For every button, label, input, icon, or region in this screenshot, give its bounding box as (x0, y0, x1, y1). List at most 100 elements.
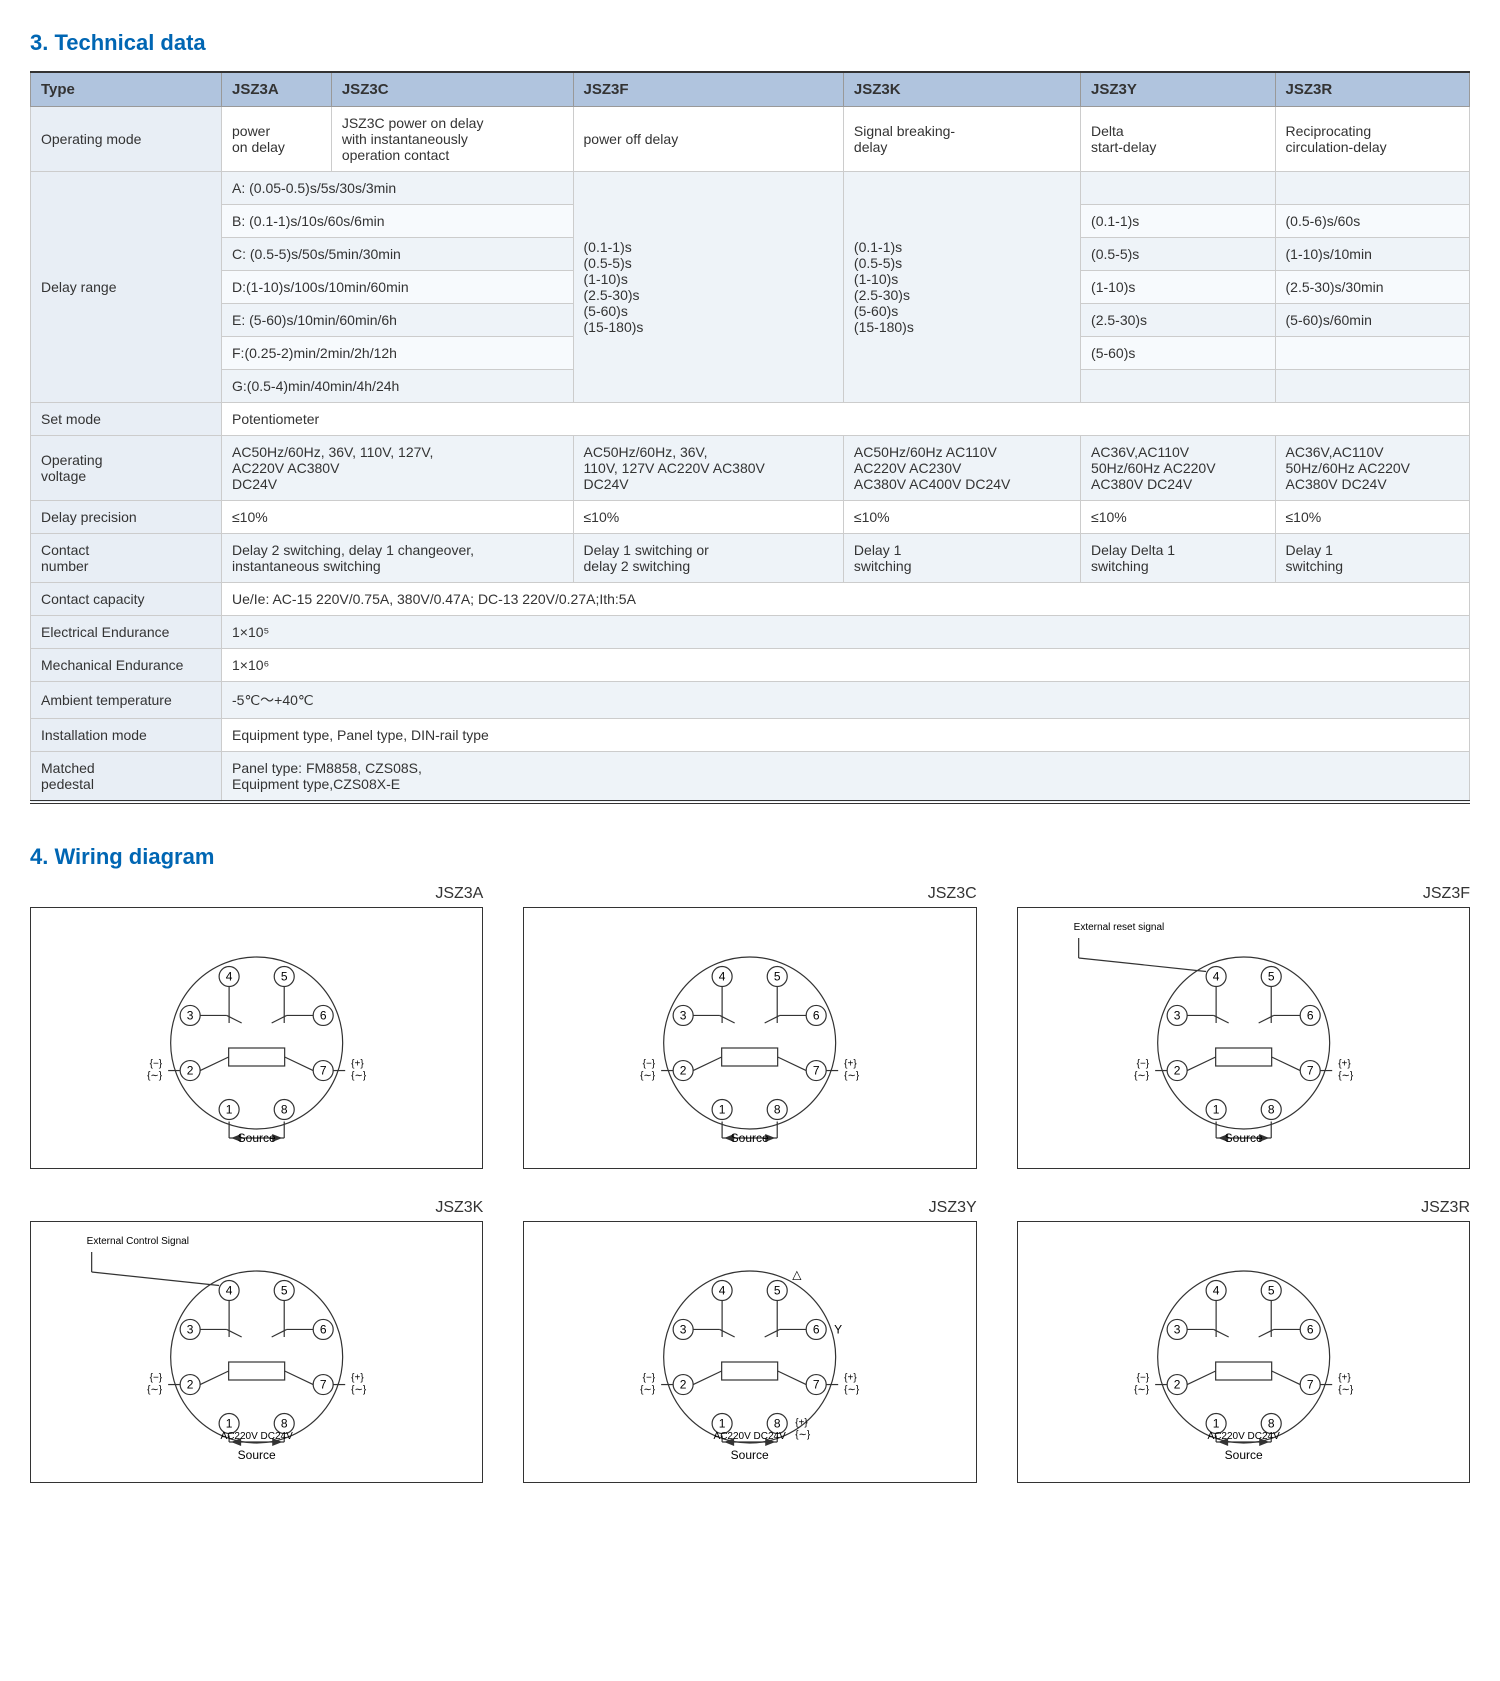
svg-text:8: 8 (774, 1417, 781, 1431)
cell: (1-10)s (1081, 271, 1275, 304)
cell: AC36V,AC110V 50Hz/60Hz AC220V AC380V DC2… (1275, 436, 1470, 501)
cell: B: (0.1-1)s/10s/60s/6min (222, 205, 574, 238)
wiring-diagram-jsz3a: JSZ3A 12345678 {−} {∼} {+} {∼} Source (30, 885, 483, 1169)
svg-text:3: 3 (1173, 1322, 1180, 1336)
wiring-diagram-jsz3y: JSZ3Y 12345678 {−} {∼} {+} {∼} AC220V DC… (523, 1199, 976, 1483)
svg-text:4: 4 (226, 1283, 233, 1297)
wiring-diagram-jsz3k: JSZ3K 12345678 {−} {∼} {+} {∼} AC220V DC… (30, 1199, 483, 1483)
svg-text:3: 3 (187, 1008, 194, 1022)
svg-text:7: 7 (813, 1378, 820, 1392)
cell: F:(0.25-2)min/2min/2h/12h (222, 337, 574, 370)
cell: ≤10% (843, 501, 1080, 534)
svg-text:4: 4 (1212, 1283, 1219, 1297)
th-jsz3c: JSZ3C (331, 72, 573, 107)
svg-text:{−}: {−} (150, 1373, 163, 1384)
row-set-mode-label: Set mode (31, 403, 222, 436)
cell: power on delay (222, 107, 332, 172)
svg-text:Source: Source (1224, 1131, 1262, 1145)
svg-text:4: 4 (719, 969, 726, 983)
cell: (0.1-1)s (0.5-5)s (1-10)s (2.5-30)s (5-6… (573, 172, 843, 403)
cell: ≤10% (222, 501, 574, 534)
svg-text:3: 3 (1173, 1008, 1180, 1022)
cell: D:(1-10)s/100s/10min/60min (222, 271, 574, 304)
svg-text:7: 7 (320, 1378, 327, 1392)
svg-text:Source: Source (731, 1131, 769, 1145)
diagram-box: 12345678 {−} {∼} {+} {∼} Source External… (1017, 907, 1470, 1169)
svg-text:AC220V DC24V: AC220V DC24V (221, 1431, 294, 1442)
svg-text:4: 4 (226, 969, 233, 983)
cell: Delta start-delay (1081, 107, 1275, 172)
row-operating-voltage-label: Operating voltage (31, 436, 222, 501)
row-operating-mode-label: Operating mode (31, 107, 222, 172)
svg-text:8: 8 (1268, 1103, 1275, 1117)
svg-text:7: 7 (1307, 1064, 1314, 1078)
svg-text:5: 5 (281, 969, 288, 983)
svg-text:2: 2 (680, 1064, 687, 1078)
svg-text:2: 2 (1173, 1378, 1180, 1392)
cell: JSZ3C power on delay with instantaneousl… (331, 107, 573, 172)
row-matched-pedestal-label: Matched pedestal (31, 752, 222, 803)
cell: (0.1-1)s (0.5-5)s (1-10)s (2.5-30)s (5-6… (843, 172, 1080, 403)
svg-text:{∼}: {∼} (351, 1071, 367, 1082)
cell (1275, 370, 1470, 403)
svg-text:6: 6 (813, 1008, 820, 1022)
diagram-title: JSZ3Y (523, 1199, 976, 1217)
wiring-diagram-jsz3c: JSZ3C 12345678 {−} {∼} {+} {∼} Source (523, 885, 976, 1169)
cell (1275, 172, 1470, 205)
th-jsz3y: JSZ3Y (1081, 72, 1275, 107)
cell: (1-10)s/10min (1275, 238, 1470, 271)
svg-text:1: 1 (719, 1103, 726, 1117)
cell: Delay Delta 1 switching (1081, 534, 1275, 583)
cell: Delay 1 switching or delay 2 switching (573, 534, 843, 583)
svg-text:8: 8 (774, 1103, 781, 1117)
svg-text:External reset signal: External reset signal (1073, 922, 1164, 933)
cell: Delay 1 switching (1275, 534, 1470, 583)
section4-title: 4. Wiring diagram (30, 844, 1470, 870)
th-jsz3k: JSZ3K (843, 72, 1080, 107)
svg-text:6: 6 (1307, 1322, 1314, 1336)
row-ambient-temperature-label: Ambient temperature (31, 682, 222, 719)
diagram-title: JSZ3K (30, 1199, 483, 1217)
cell: C: (0.5-5)s/50s/5min/30min (222, 238, 574, 271)
svg-text:1: 1 (226, 1417, 233, 1431)
row-delay-range-label: Delay range (31, 172, 222, 403)
svg-text:8: 8 (281, 1417, 288, 1431)
cell: (0.1-1)s (1081, 205, 1275, 238)
svg-text:AC220V DC24V: AC220V DC24V (1207, 1431, 1280, 1442)
cell: Reciprocating circulation-delay (1275, 107, 1470, 172)
svg-text:{−}: {−} (150, 1059, 163, 1070)
svg-text:{∼}: {∼} (1134, 1071, 1150, 1082)
svg-text:6: 6 (1307, 1008, 1314, 1022)
svg-text:6: 6 (320, 1322, 327, 1336)
svg-text:{∼}: {∼} (147, 1385, 163, 1396)
svg-text:3: 3 (680, 1008, 687, 1022)
cell: A: (0.05-0.5)s/5s/30s/3min (222, 172, 574, 205)
diagram-box: 12345678 {−} {∼} {+} {∼} AC220V DC24V So… (1017, 1221, 1470, 1483)
cell: Ue/Ie: AC-15 220V/0.75A, 380V/0.47A; DC-… (222, 583, 1470, 616)
wiring-diagram-jsz3r: JSZ3R 12345678 {−} {∼} {+} {∼} AC220V DC… (1017, 1199, 1470, 1483)
svg-text:{∼}: {∼} (640, 1071, 656, 1082)
svg-text:4: 4 (1212, 969, 1219, 983)
cell: -5℃～+40℃ (222, 682, 1470, 719)
svg-text:8: 8 (281, 1103, 288, 1117)
th-type: Type (31, 72, 222, 107)
svg-text:6: 6 (813, 1322, 820, 1336)
cell: power off delay (573, 107, 843, 172)
svg-text:Source: Source (731, 1448, 769, 1462)
cell: AC50Hz/60Hz, 36V, 110V, 127V AC220V AC38… (573, 436, 843, 501)
cell: AC36V,AC110V 50Hz/60Hz AC220V AC380V DC2… (1081, 436, 1275, 501)
svg-text:Source: Source (238, 1131, 276, 1145)
diagram-title: JSZ3F (1017, 885, 1470, 903)
cell: (0.5-6)s/60s (1275, 205, 1470, 238)
cell: Signal breaking- delay (843, 107, 1080, 172)
svg-text:{∼}: {∼} (351, 1385, 367, 1396)
diagram-box: 12345678 {−} {∼} {+} {∼} AC220V DC24V So… (523, 1221, 976, 1483)
svg-text:7: 7 (813, 1064, 820, 1078)
row-electrical-endurance-label: Electrical Endurance (31, 616, 222, 649)
cell: AC50Hz/60Hz, 36V, 110V, 127V, AC220V AC3… (222, 436, 574, 501)
svg-text:5: 5 (1268, 1283, 1275, 1297)
svg-text:{−}: {−} (643, 1373, 656, 1384)
svg-text:{∼}: {∼} (1338, 1385, 1354, 1396)
svg-text:{∼}: {∼} (147, 1071, 163, 1082)
svg-text:7: 7 (320, 1064, 327, 1078)
